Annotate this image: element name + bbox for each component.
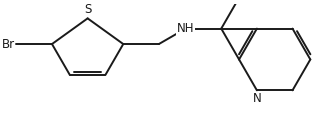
Text: NH: NH — [177, 22, 194, 35]
Text: Br: Br — [1, 38, 14, 51]
Text: N: N — [253, 92, 261, 105]
Text: S: S — [84, 3, 91, 16]
